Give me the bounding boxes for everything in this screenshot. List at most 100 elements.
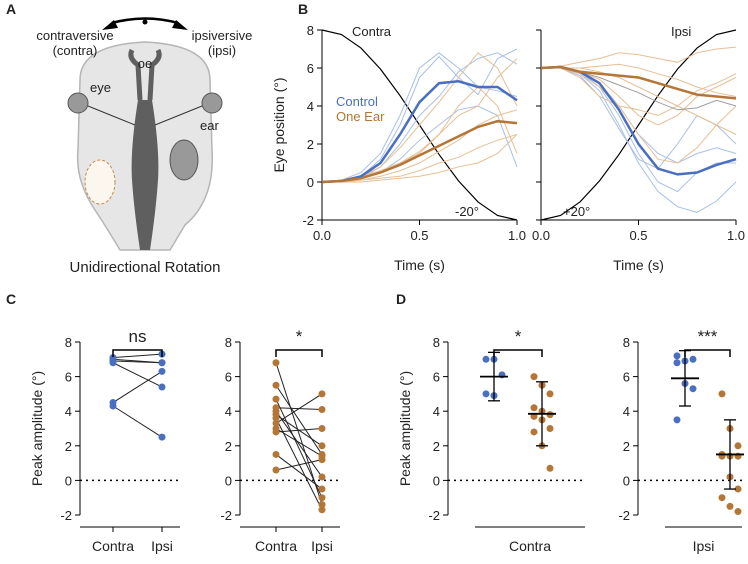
point	[272, 450, 280, 458]
point	[158, 383, 166, 391]
point	[318, 501, 326, 509]
pair-line	[112, 362, 163, 388]
pair-line	[112, 360, 163, 364]
point	[272, 414, 280, 422]
trace-line	[540, 65, 737, 164]
group-label: Ipsi	[693, 538, 715, 554]
y-tick-label: 4	[623, 404, 630, 419]
point	[272, 381, 280, 389]
point	[726, 502, 734, 510]
point	[158, 367, 166, 375]
panel-label: A	[6, 1, 16, 17]
y-tick-label: 2	[307, 137, 314, 152]
trace-line	[321, 52, 518, 183]
mean-line	[540, 65, 737, 100]
point	[318, 442, 326, 450]
pair-line	[275, 454, 323, 490]
annotation: Contra	[352, 24, 392, 39]
point	[109, 359, 117, 367]
point	[673, 416, 681, 424]
y-tick-label: 0	[433, 473, 440, 488]
y-tick-label: 0	[307, 175, 314, 190]
y-axis-label: Peak amplitude (°)	[397, 371, 413, 486]
trace-line	[541, 67, 737, 164]
point	[318, 494, 326, 502]
trace-line	[322, 134, 518, 183]
rotation-label: (ipsi)	[208, 43, 236, 58]
rotation-label: contraversive	[36, 28, 113, 43]
y-tick-label: 8	[433, 335, 440, 350]
panel-label: B	[298, 1, 308, 17]
significance: ***	[698, 327, 718, 346]
significance-bracket	[275, 349, 323, 357]
pair-line	[275, 384, 323, 455]
eye	[201, 92, 223, 114]
trace-line	[540, 46, 737, 69]
point	[718, 390, 726, 398]
point	[718, 494, 726, 502]
part-label: eye	[90, 80, 111, 95]
point	[109, 402, 117, 410]
point	[546, 425, 554, 432]
diagram: contraversive (contra) ipsiversive (ipsi…	[36, 17, 253, 276]
point	[158, 359, 166, 367]
pair-line	[112, 353, 163, 359]
rotation-label: (contra)	[53, 43, 98, 58]
y-axis-label: Eye position (°)	[271, 77, 287, 172]
point	[546, 390, 554, 398]
pivot	[142, 19, 148, 25]
pair-line	[275, 393, 323, 424]
point	[673, 359, 681, 367]
y-tick-label: 6	[307, 61, 314, 76]
point	[272, 428, 280, 436]
point	[272, 419, 280, 427]
x-tick-label: Contra	[255, 538, 297, 554]
x-axis-label: Time (s)	[613, 257, 664, 273]
pair-line	[275, 410, 323, 478]
stimulus-line	[540, 29, 737, 221]
annotation: +20°	[563, 204, 590, 219]
y-tick-label: 8	[307, 23, 314, 38]
olfactory	[128, 48, 162, 101]
y-tick-label: 8	[225, 335, 232, 350]
y-tick-label: 8	[623, 335, 630, 350]
annotation: Ipsi	[671, 24, 691, 39]
x-tick-label: 0.5	[410, 228, 428, 243]
y-tick-label: 4	[433, 404, 440, 419]
y-tick-label: 0	[623, 473, 630, 488]
x-axis-label: Time (s)	[394, 257, 445, 273]
arrow-head	[102, 20, 118, 30]
x-tick-label: 0.5	[629, 228, 647, 243]
brain	[131, 100, 159, 250]
point	[158, 433, 166, 441]
point	[272, 395, 280, 403]
legend-label: One Ear	[336, 109, 385, 124]
y-tick-label: 2	[225, 439, 232, 454]
eye	[67, 92, 89, 114]
point	[734, 485, 742, 493]
part-label: oe	[138, 56, 152, 71]
y-tick-label: 2	[65, 439, 72, 454]
y-tick-label: 4	[225, 404, 232, 419]
y-tick-label: -2	[60, 508, 72, 523]
y-tick-label: 6	[433, 370, 440, 385]
panel-label: D	[396, 291, 406, 307]
y-tick-label: 2	[623, 439, 630, 454]
y-tick-label: 6	[225, 370, 232, 385]
point	[546, 464, 554, 472]
point	[530, 404, 538, 412]
panel-label: C	[6, 291, 16, 307]
point	[482, 390, 490, 398]
rotation-label: ipsiversive	[192, 28, 253, 43]
x-tick-label: 0.0	[532, 228, 550, 243]
pair-line	[275, 398, 323, 498]
pair-line	[275, 428, 323, 433]
arrow-head	[172, 20, 188, 30]
point	[318, 405, 326, 413]
significance: *	[515, 327, 522, 346]
y-tick-label: -2	[428, 508, 440, 523]
pair-line	[275, 459, 323, 471]
mean-line	[321, 80, 518, 184]
point	[689, 355, 697, 363]
